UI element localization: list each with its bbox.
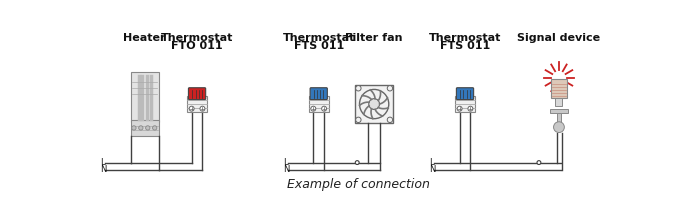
Bar xyxy=(131,72,158,122)
Circle shape xyxy=(153,126,157,130)
Bar xyxy=(557,113,561,127)
Text: L: L xyxy=(284,158,288,167)
Circle shape xyxy=(189,106,194,111)
Text: Thermostat: Thermostat xyxy=(283,33,355,43)
Text: N: N xyxy=(284,165,290,174)
Text: FTS 011: FTS 011 xyxy=(440,41,490,51)
Circle shape xyxy=(321,106,327,111)
Bar xyxy=(550,110,568,113)
Text: N: N xyxy=(100,165,106,174)
Circle shape xyxy=(457,106,462,111)
Circle shape xyxy=(387,117,393,122)
Circle shape xyxy=(468,106,473,111)
Circle shape xyxy=(132,126,136,130)
Circle shape xyxy=(146,126,150,130)
FancyBboxPatch shape xyxy=(188,88,206,100)
Text: L: L xyxy=(100,158,105,167)
Circle shape xyxy=(369,99,379,110)
Bar xyxy=(355,85,393,123)
Circle shape xyxy=(554,122,564,132)
FancyBboxPatch shape xyxy=(310,88,328,100)
Text: N: N xyxy=(430,165,436,174)
FancyBboxPatch shape xyxy=(456,88,474,100)
Circle shape xyxy=(537,161,541,164)
Circle shape xyxy=(387,86,393,91)
Text: Thermostat: Thermostat xyxy=(161,33,233,43)
Bar xyxy=(556,98,562,106)
Bar xyxy=(552,79,567,98)
Bar xyxy=(309,96,329,112)
Text: Example of connection: Example of connection xyxy=(287,178,430,191)
Text: Heater: Heater xyxy=(123,33,166,43)
Bar xyxy=(131,120,158,136)
Circle shape xyxy=(356,117,361,122)
Circle shape xyxy=(200,106,205,111)
Text: L: L xyxy=(430,158,434,167)
Text: Thermostat: Thermostat xyxy=(429,33,501,43)
Circle shape xyxy=(356,86,361,91)
Text: FTS 011: FTS 011 xyxy=(293,41,344,51)
Circle shape xyxy=(139,126,143,130)
Text: Filter fan: Filter fan xyxy=(345,33,403,43)
Bar xyxy=(187,96,207,112)
Text: FTO 011: FTO 011 xyxy=(172,41,223,51)
Circle shape xyxy=(356,161,359,164)
Circle shape xyxy=(311,106,316,111)
Bar xyxy=(455,96,475,112)
Text: Signal device: Signal device xyxy=(517,33,601,43)
